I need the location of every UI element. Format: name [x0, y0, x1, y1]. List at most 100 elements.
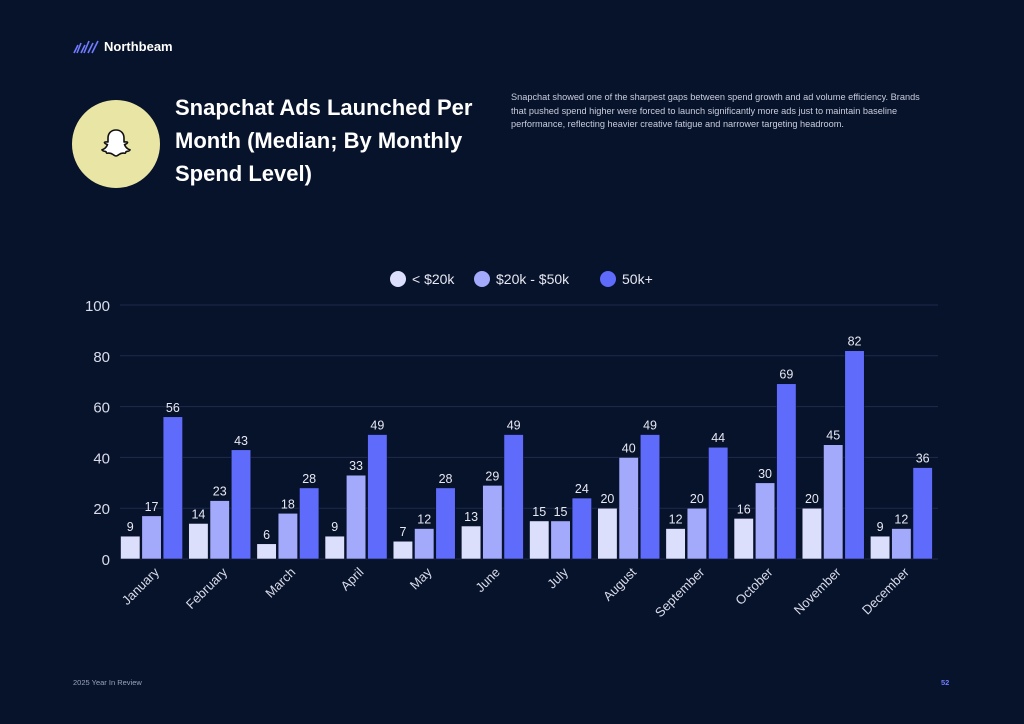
data-label: 56 [166, 401, 180, 415]
bar [324, 535, 345, 560]
x-tick-label: October [732, 564, 776, 608]
legend-swatch [474, 271, 490, 287]
bar [733, 518, 754, 560]
bar [435, 487, 456, 560]
bar [618, 457, 639, 560]
data-label: 14 [191, 507, 205, 521]
bar [891, 528, 912, 560]
data-label: 20 [805, 492, 819, 506]
bar [277, 512, 298, 560]
legend-label: $20k - $50k [496, 271, 570, 287]
bar [639, 434, 661, 560]
data-label: 6 [263, 528, 270, 542]
x-tick-label: July [544, 564, 571, 591]
data-label: 9 [127, 520, 134, 534]
x-tick-label: April [338, 564, 367, 593]
bar [776, 383, 797, 560]
data-label: 9 [331, 520, 338, 534]
bar [823, 444, 844, 560]
bar [550, 520, 571, 560]
brand-name: Northbeam [104, 39, 173, 54]
legend-label: < $20k [412, 271, 455, 287]
data-label: 18 [281, 497, 295, 511]
brand-logo: Northbeam [73, 39, 173, 54]
y-tick-label: 60 [93, 400, 110, 417]
data-label: 29 [485, 469, 499, 483]
bar [345, 474, 367, 560]
x-tick-label: May [407, 564, 435, 592]
legend-swatch [390, 271, 406, 287]
y-tick-label: 0 [102, 552, 110, 569]
data-label: 43 [234, 434, 248, 448]
data-label: 20 [600, 492, 614, 506]
data-label: 17 [145, 500, 159, 514]
data-label: 28 [302, 472, 316, 486]
bar [141, 515, 162, 560]
data-label: 12 [669, 513, 683, 527]
bar [482, 485, 503, 560]
data-label: 40 [622, 441, 636, 455]
bar [503, 434, 524, 560]
data-label: 20 [690, 492, 704, 506]
data-label: 15 [532, 505, 546, 519]
x-tick-label: September [652, 564, 708, 620]
legend-label: 50k+ [622, 271, 653, 287]
data-label: 28 [439, 472, 453, 486]
x-tick-label: November [791, 564, 844, 617]
bar [256, 543, 277, 560]
x-tick-label: February [183, 564, 231, 612]
bar [230, 449, 252, 560]
footer-label: 2025 Year In Review [73, 678, 142, 687]
bar [209, 500, 230, 560]
bar [392, 540, 413, 560]
y-tick-label: 100 [85, 298, 110, 315]
data-label: 16 [737, 502, 751, 516]
snapchat-badge [72, 100, 160, 188]
bar [912, 467, 933, 560]
data-label: 36 [916, 452, 930, 466]
legend-swatch [600, 271, 616, 287]
data-label: 7 [399, 525, 406, 539]
bar [571, 497, 592, 560]
y-tick-label: 20 [93, 501, 110, 518]
bar [162, 416, 183, 560]
bar [665, 528, 686, 560]
bar [299, 487, 320, 560]
bar [801, 507, 822, 560]
bar [529, 520, 550, 560]
snapchat-ghost-icon [101, 129, 131, 157]
data-label: 33 [349, 459, 363, 473]
bar [367, 434, 388, 560]
bar [120, 535, 141, 560]
bar [708, 446, 729, 560]
data-label: 49 [507, 419, 521, 433]
x-tick-label: March [262, 565, 298, 601]
bar [461, 525, 482, 560]
x-tick-label: August [600, 564, 639, 603]
data-label: 69 [779, 368, 793, 382]
data-label: 45 [826, 429, 840, 443]
bar [754, 482, 776, 560]
x-tick-label: January [119, 564, 163, 608]
bar [686, 507, 707, 560]
data-label: 24 [575, 482, 589, 496]
page-number: 52 [941, 678, 950, 687]
data-label: 49 [643, 419, 657, 433]
data-label: 12 [894, 513, 908, 527]
data-label: 12 [417, 513, 431, 527]
northbeam-logo-icon [73, 40, 99, 53]
bar [870, 535, 891, 560]
data-label: 44 [711, 431, 725, 445]
bar [597, 507, 618, 560]
data-label: 9 [877, 520, 884, 534]
chart-description: Snapchat showed one of the sharpest gaps… [511, 92, 920, 129]
data-label: 49 [370, 419, 384, 433]
bar [844, 350, 865, 560]
data-label: 30 [758, 467, 772, 481]
page-title: Snapchat Ads Launched Per Month (Median;… [175, 95, 473, 186]
data-label: 82 [848, 335, 862, 349]
bar [188, 523, 209, 560]
data-label: 23 [213, 485, 227, 499]
y-tick-label: 40 [93, 450, 110, 467]
